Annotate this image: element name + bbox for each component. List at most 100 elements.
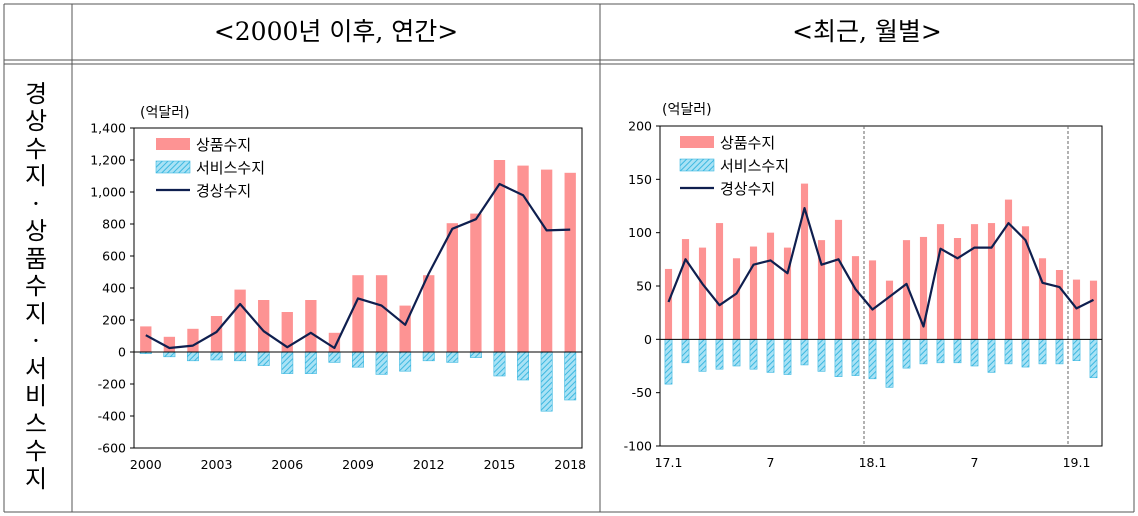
- x-tick-label: 2000: [130, 457, 162, 472]
- goods-bar: [698, 247, 707, 340]
- goods-bar: [953, 238, 962, 340]
- y-tick-label: 0: [644, 332, 652, 347]
- services-bar: [540, 351, 553, 412]
- services-bar: [352, 351, 364, 368]
- goods-bar: [749, 246, 758, 340]
- legend-goods-swatch: [156, 138, 190, 150]
- goods-bar: [423, 275, 435, 352]
- goods-bar: [540, 169, 553, 352]
- services-bar: [698, 339, 707, 372]
- services-bar: [715, 339, 724, 370]
- row-label-char: 지: [24, 162, 48, 191]
- x-tick-label: 2006: [271, 457, 303, 472]
- goods-bar: [328, 332, 341, 352]
- y-tick-label: 200: [628, 119, 652, 134]
- goods-bar: [352, 275, 364, 352]
- annual-chart: (억달러) -600 -400 -200 0 200 400 600 800 1,000 1,200…: [90, 105, 586, 472]
- services-bar: [817, 339, 826, 372]
- goods-bar: [210, 316, 223, 352]
- x-tick-label: 2009: [342, 457, 374, 472]
- services-bar: [1021, 339, 1030, 368]
- y-tick-label: -400: [98, 409, 126, 424]
- legend-label: 서비스수지: [720, 157, 789, 175]
- services-bar: [163, 351, 176, 358]
- goods-bar: [517, 165, 529, 352]
- goods-bar: [715, 223, 724, 340]
- services-bar: [1038, 339, 1047, 365]
- legend-label: 경상수지: [720, 180, 775, 198]
- x-tick-label: 2015: [484, 457, 516, 472]
- unit-label: (억달러): [662, 102, 712, 118]
- row-label-char: 상: [24, 217, 48, 246]
- x-tick-label: 7: [767, 455, 775, 470]
- x-tick-label: 2003: [201, 457, 233, 472]
- x-tick-label: 2012: [413, 457, 445, 472]
- goods-bar: [681, 239, 690, 340]
- services-bar: [281, 351, 294, 374]
- goods-bar: [732, 258, 741, 340]
- row-label-char: 수: [24, 437, 48, 466]
- goods-bar: [902, 240, 911, 340]
- services-bar: [186, 351, 199, 362]
- services-bar: [834, 339, 843, 377]
- goods-bar: [281, 312, 293, 352]
- goods-bar: [800, 183, 809, 340]
- services-bar: [469, 351, 482, 358]
- services-bar: [493, 351, 506, 377]
- legend-services-swatch: [679, 158, 715, 172]
- y-tick-label: -100: [624, 439, 652, 454]
- goods-bar: [470, 213, 482, 352]
- goods-bar: [305, 300, 317, 352]
- goods-bar: [885, 280, 894, 340]
- row-label: 경 상 수 지 · 상 품 수 지 · 서 비 스 수 지: [0, 62, 72, 512]
- monthly-chart: (억달러) -100 -50 0 50 100 150 200 17.1 7 18.1 7 19.1 상품…: [624, 102, 1103, 470]
- services-bar: [681, 339, 690, 364]
- x-tick-label: 19.1: [1063, 455, 1091, 470]
- goods-bar: [163, 336, 176, 352]
- y-tick-label: 0: [118, 345, 126, 360]
- goods-bar: [564, 172, 576, 352]
- services-bar: [234, 351, 247, 362]
- goods-bar: [783, 247, 792, 340]
- y-tick-label: 100: [628, 225, 652, 240]
- y-tick-label: 1,200: [90, 153, 126, 168]
- row-label-char: 품: [24, 244, 48, 273]
- y-tick-label: 1,400: [90, 121, 126, 136]
- y-tick-label: 800: [102, 217, 126, 232]
- services-bar: [304, 351, 317, 374]
- services-bar: [800, 339, 809, 366]
- y-tick-label: -50: [632, 385, 652, 400]
- row-label-char: 비: [24, 382, 48, 411]
- y-tick-label: 50: [636, 279, 652, 294]
- row-label-char: 경: [24, 79, 48, 108]
- row-label-char: 서: [24, 354, 48, 383]
- services-bar: [564, 351, 577, 401]
- goods-bar: [817, 240, 826, 340]
- y-tick-label: -200: [98, 377, 126, 392]
- current-account-line: [667, 207, 1094, 328]
- legend-label: 상품수지: [196, 136, 251, 154]
- y-tick-label: 400: [102, 281, 126, 296]
- services-bar: [517, 351, 530, 381]
- x-tick-label: 18.1: [859, 455, 887, 470]
- row-label-char: 지: [24, 299, 48, 328]
- row-label-char: ·: [32, 189, 40, 218]
- goods-bar: [258, 300, 270, 352]
- services-bar: [328, 351, 341, 363]
- row-label-char: 지: [24, 464, 48, 493]
- y-tick-label: 200: [102, 313, 126, 328]
- legend-label: 상품수지: [720, 134, 775, 152]
- goods-bar: [1038, 258, 1047, 340]
- goods-bar: [187, 328, 199, 352]
- x-tick-label: 7: [971, 455, 979, 470]
- legend-label: 서비스수지: [196, 159, 265, 177]
- left-panel-title: <2000년 이후, 연간>: [213, 17, 459, 46]
- services-bar: [919, 339, 928, 365]
- row-label-char: 스: [24, 409, 48, 438]
- goods-bar: [1021, 226, 1030, 340]
- goods-bar: [446, 223, 458, 352]
- services-bar: [885, 339, 894, 388]
- y-tick-label: -600: [98, 441, 126, 456]
- legend-label: 경상수지: [196, 182, 251, 200]
